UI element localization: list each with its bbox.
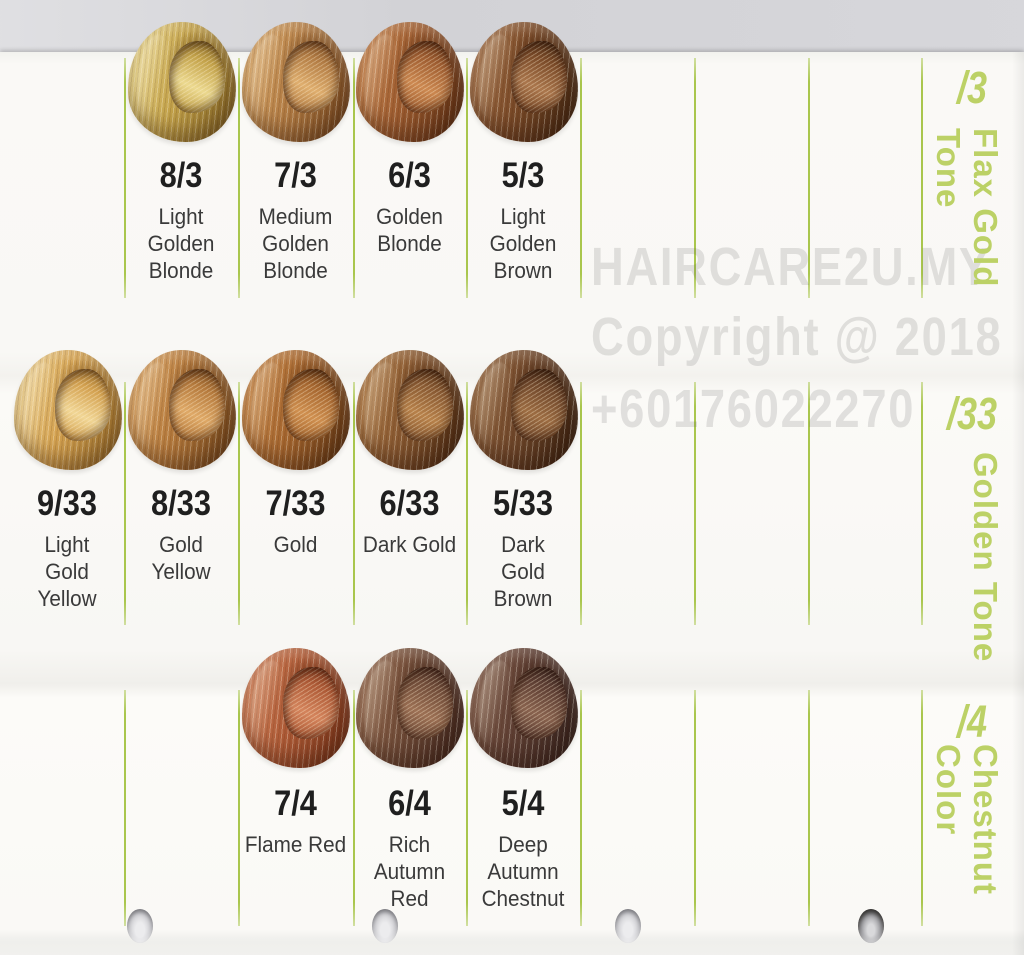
grid-band-flax-gold [0,58,1024,298]
grid-line [694,382,696,625]
grid-band-chestnut [0,690,1024,926]
swatch-name: Rich Autumn Red [373,832,446,911]
swatch-label: 6/3 Golden Blonde [353,156,466,257]
swatch-label: 7/3 Medium Golden Blonde [238,156,353,284]
swatch-code: 8/3 [159,156,203,195]
grid-line [238,690,240,926]
swatch-code: 6/4 [388,784,431,823]
grid-line [921,690,923,926]
swatch-label: 7/33 Gold [238,484,353,558]
hair-swatch-6-3 [356,22,464,142]
hair-swatch-8-3 [128,22,236,142]
grid-band-golden [0,382,1024,625]
watermark-line: Copyright @ 2018 [591,307,1003,367]
hair-swatch-5-33 [470,350,578,470]
swatch-label: 7/4 Flame Red [238,784,353,858]
grid-line [580,382,582,625]
swatch-name: Deep Autumn Chestnut [481,832,565,911]
swatch-code: 5/3 [501,156,545,195]
grid-line [124,382,126,625]
hair-swatch-7-4 [242,648,350,768]
grid-line [238,382,240,625]
grid-line [694,690,696,926]
swatch-label: 5/33 Dark Gold Brown [466,484,580,612]
swatch-code: 9/33 [37,484,97,523]
grid-line [466,58,468,298]
grid-line [124,58,126,298]
grid-line [353,58,355,298]
swatch-label: 6/4 Rich Autumn Red [353,784,466,912]
swatch-code: 5/33 [493,484,553,523]
swatch-label: 9/33 Light Gold Yellow [10,484,124,612]
grid-line [353,382,355,625]
section-code-chestnut: /4 [956,696,988,747]
hair-swatch-5-4 [470,648,578,768]
swatch-label: 8/3 Light Golden Blonde [124,156,238,284]
swatch-label: 6/33 Dark Gold [353,484,466,558]
hair-swatch-8-33 [128,350,236,470]
swatch-code: 6/3 [388,156,431,195]
grid-line [808,690,810,926]
grid-line [238,58,240,298]
section-name-flax-gold: Flax Gold Tone [930,128,1004,288]
grid-line [353,690,355,926]
swatch-label: 5/4 Deep Autumn Chestnut [466,784,580,912]
hair-swatch-7-33 [242,350,350,470]
swatch-code: 8/33 [151,484,211,523]
grid-line [466,382,468,625]
section-code-flax-gold: /3 [956,62,988,113]
hair-swatch-6-33 [356,350,464,470]
grid-line [466,690,468,926]
punch-hole [858,909,884,943]
swatch-name: Golden Blonde [376,204,443,256]
punch-hole [127,909,153,943]
punch-hole [372,909,398,943]
swatch-name: Light Golden Brown [489,204,557,283]
swatch-name: Light Golden Blonde [147,204,215,283]
swatch-name: Dark Gold [362,532,457,557]
swatch-code: 7/3 [274,156,317,195]
section-name-chestnut: Chestnut Color [930,744,1004,895]
grid-line [580,58,582,298]
swatch-label: 8/33 Gold Yellow [124,484,238,585]
swatch-label: 5/3 Light Golden Brown [466,156,580,284]
swatch-name: Gold Yellow [151,532,211,584]
swatch-name: Light Gold Yellow [37,532,97,611]
swatch-code: 6/33 [379,484,440,523]
grid-line [808,382,810,625]
grid-line [921,58,923,298]
grid-line [694,58,696,298]
swatch-name: Flame Red [244,832,347,857]
sheet-right-shadow [1012,52,1024,955]
grid-line [808,58,810,298]
grid-line [921,382,923,625]
hair-swatch-9-33 [14,350,122,470]
grid-line [124,690,126,926]
section-name-golden: Golden Tone [967,452,1004,663]
hair-swatch-6-4 [356,648,464,768]
punch-hole [615,909,641,943]
swatch-code: 5/4 [501,784,545,823]
hair-swatch-5-3 [470,22,578,142]
hair-swatch-7-3 [242,22,350,142]
swatch-code: 7/33 [265,484,326,523]
swatch-name: Medium Golden Blonde [258,204,333,283]
section-code-golden: /33 [946,388,998,439]
swatch-code: 7/4 [274,784,317,823]
swatch-sheet [0,52,1024,955]
swatch-name: Gold [273,532,318,557]
grid-line [580,690,582,926]
watermark-line: HAIRCARE2U.MY [591,237,991,297]
swatch-name: Dark Gold Brown [493,532,553,611]
watermark-line: +60176022270 [591,379,916,439]
